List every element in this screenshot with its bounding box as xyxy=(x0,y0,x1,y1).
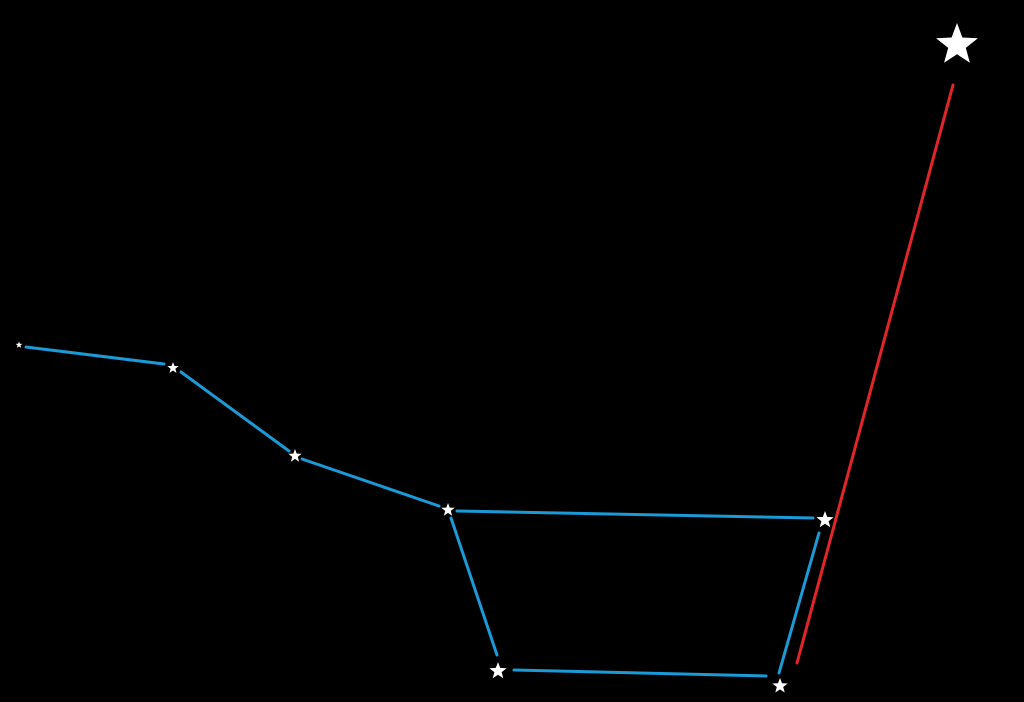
constellation-line xyxy=(449,516,499,657)
constellation-line xyxy=(455,509,815,520)
constellation-line xyxy=(179,370,291,453)
constellation-line xyxy=(300,457,441,508)
star-icon xyxy=(167,362,179,373)
star-icon xyxy=(489,662,507,679)
star-icon xyxy=(816,511,834,528)
star-icon xyxy=(15,341,23,348)
star-icon xyxy=(772,678,788,693)
star-icon xyxy=(936,23,978,63)
star-icon xyxy=(288,449,302,462)
constellation-line xyxy=(24,345,166,366)
constellation-line xyxy=(512,668,768,678)
star-icon xyxy=(441,503,455,516)
constellation-line xyxy=(777,531,821,675)
pointer-line xyxy=(795,83,955,665)
